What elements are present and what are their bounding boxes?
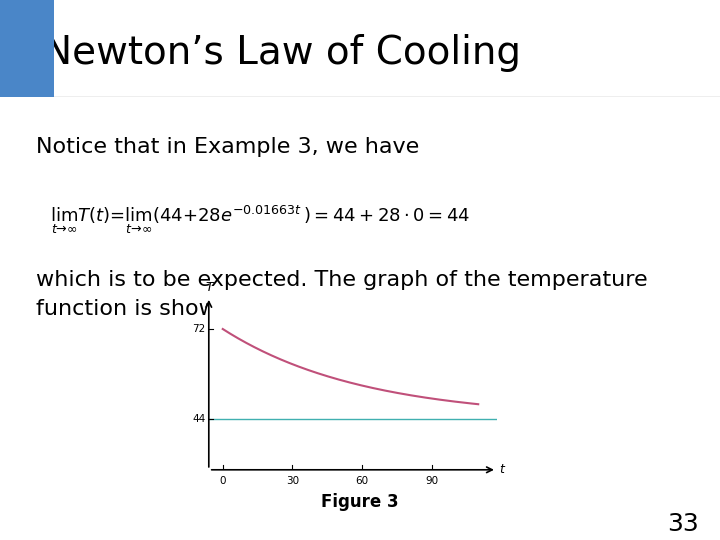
Text: 72: 72	[192, 324, 205, 334]
Text: 60: 60	[356, 476, 369, 486]
Text: 0: 0	[220, 476, 226, 486]
Text: Figure 3: Figure 3	[321, 493, 399, 511]
Text: 90: 90	[426, 476, 438, 486]
Text: 33: 33	[667, 511, 698, 536]
Text: Newton’s Law of Cooling: Newton’s Law of Cooling	[43, 35, 521, 72]
Text: 30: 30	[286, 476, 299, 486]
Text: 44: 44	[192, 414, 205, 423]
Text: which is to be expected. The graph of the temperature
function is shown in Figur: which is to be expected. The graph of th…	[36, 270, 647, 320]
Bar	[0, 0, 54, 97]
Text: $\lim_{t \to \infty} T(t) = \lim_{t \to \infty} (44 + 28e^{-0.01663t}) = 44 + 28: $\lim_{t \to \infty} T(t) = \lim_{t \to …	[50, 204, 471, 236]
Text: t: t	[499, 463, 504, 476]
Text: Notice that in Example 3, we have: Notice that in Example 3, we have	[36, 137, 419, 157]
Text: T: T	[205, 281, 212, 294]
